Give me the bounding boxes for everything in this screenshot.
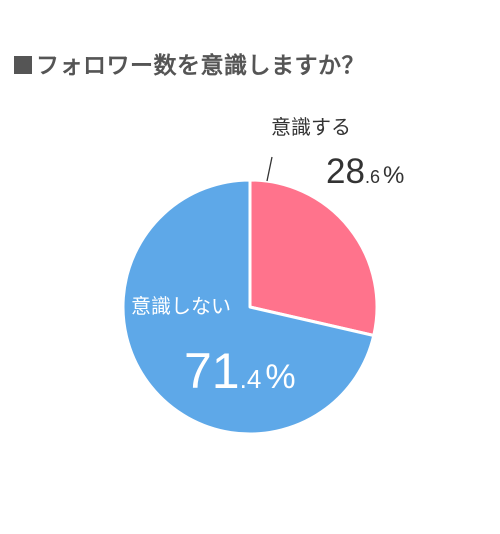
slice-label-not-conscious: 意識しない [131, 294, 231, 318]
slice-value-conscious: 28.6% [326, 152, 404, 191]
pie-slice-conscious [248, 178, 379, 337]
slice-value-not-conscious: 71.4% [184, 343, 296, 399]
leader-line [266, 156, 273, 182]
pie-slice-not-conscious [121, 178, 376, 436]
slice-label-conscious: 意識する [271, 115, 351, 139]
chart-title-text: フォロワー数を意識しますか？ [36, 53, 365, 79]
title-square-icon [14, 56, 32, 74]
chart-title: フォロワー数を意識しますか？ [14, 46, 365, 80]
